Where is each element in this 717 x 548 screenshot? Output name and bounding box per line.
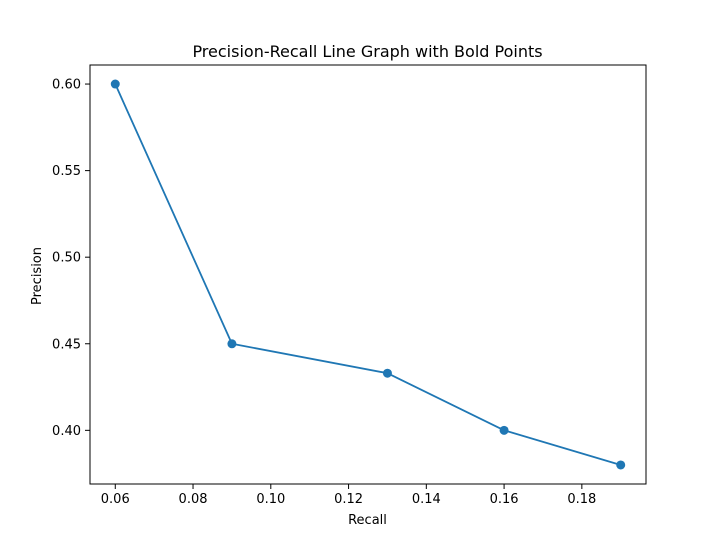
data-point (616, 460, 626, 470)
x-tick-label: 0.08 (179, 492, 208, 507)
x-tick-label: 0.10 (256, 492, 285, 507)
axes-frame (89, 64, 647, 485)
data-point (227, 339, 237, 349)
data-point (110, 79, 120, 89)
y-tick-label: 0.60 (52, 78, 81, 93)
chart-title: Precision-Recall Line Graph with Bold Po… (192, 42, 542, 61)
x-tick-label: 0.16 (490, 492, 519, 507)
y-axis-label: Precision (30, 247, 45, 305)
data-point (382, 368, 392, 378)
x-tick-label: 0.14 (412, 492, 441, 507)
x-tick-label: 0.18 (567, 492, 596, 507)
y-tick-label: 0.45 (52, 337, 81, 352)
y-tick-label: 0.50 (52, 251, 81, 266)
x-axis-label: Recall (348, 513, 387, 528)
x-tick-label: 0.12 (334, 492, 363, 507)
y-tick-label: 0.55 (52, 164, 81, 179)
y-tick-label: 0.40 (52, 424, 81, 439)
plot-area: 0.06 0.08 0.10 0.12 0.14 0.16 0.18 0.40 0.45 0.50… (52, 64, 647, 507)
data-point (499, 425, 509, 435)
x-tick-label: 0.06 (101, 492, 130, 507)
